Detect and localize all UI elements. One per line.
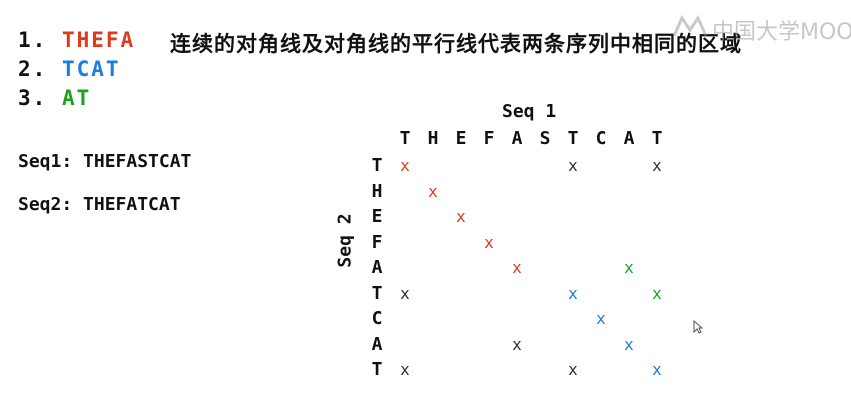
matrix-row-header: C (371, 308, 383, 329)
matrix-col-header: T (567, 128, 579, 149)
list-text: TCAT (61, 57, 121, 81)
matrix-col-header: T (399, 128, 411, 149)
list-text: AT (61, 86, 92, 110)
list-item-1: 1. THEFA (18, 28, 135, 52)
matrix-row-header: T (371, 155, 383, 176)
mooc-logo-icon (672, 14, 708, 37)
matrix-col-header: A (623, 128, 635, 149)
list-number: 3. (18, 86, 48, 110)
matrix-row-header: A (371, 257, 383, 278)
matrix-seq1-title: Seq 1 (502, 101, 557, 122)
matrix-col-header: S (539, 128, 551, 149)
explanation-note: 连续的对角线及对角线的平行线代表两条序列中相同的区域 (170, 32, 742, 56)
seq2-label: Seq2: THEFATCAT (18, 194, 181, 215)
seq1-label: Seq1: THEFASTCAT (18, 151, 192, 172)
matrix-row-header: F (371, 231, 383, 253)
matrix-row-header: A (371, 333, 383, 355)
mouse-cursor-icon (693, 320, 703, 334)
match-mark: x (568, 156, 578, 175)
matrix-row-header: T (371, 359, 383, 380)
match-mark: x (456, 207, 466, 226)
list-number: 1. (18, 28, 48, 52)
matrix-col-header: T (651, 128, 663, 149)
match-mark: x (400, 283, 410, 303)
match-mark: x (568, 283, 578, 303)
match-mark: x (512, 334, 522, 354)
match-mark: x (596, 309, 606, 328)
match-mark: x (652, 283, 662, 303)
match-mark: x (652, 156, 662, 175)
match-mark: x (400, 360, 410, 379)
matrix-row-header: T (371, 282, 383, 304)
match-mark: x (568, 360, 578, 379)
match-mark: x (512, 258, 522, 277)
matrix-col-header: C (595, 128, 607, 149)
match-mark: x (400, 156, 410, 175)
match-mark: x (652, 360, 662, 379)
watermark-text: 中国大学MOOC (712, 20, 851, 45)
list-item-3: 3. AT (18, 86, 91, 110)
list-text: THEFA (61, 28, 136, 52)
matrix-col-header: E (455, 128, 467, 149)
matrix-row-header: E (371, 206, 383, 227)
match-mark: x (484, 232, 494, 252)
match-mark: x (428, 181, 438, 201)
matrix-col-header: F (483, 128, 495, 149)
list-number: 2. (18, 57, 48, 81)
match-mark: x (624, 258, 634, 277)
match-mark: x (624, 334, 634, 354)
matrix-col-header: H (427, 128, 439, 149)
matrix-row-header: H (371, 180, 383, 202)
matrix-seq2-title: Seq 2 (334, 213, 356, 268)
list-item-2: 2. TCAT (18, 57, 121, 81)
matrix-col-header: A (511, 128, 523, 149)
